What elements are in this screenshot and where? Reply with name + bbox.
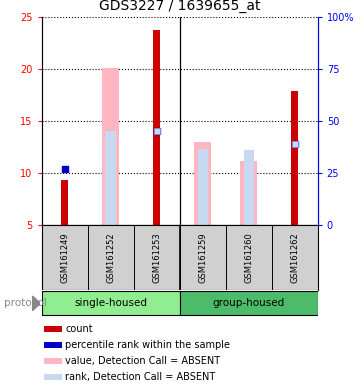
Text: GSM161249: GSM161249 bbox=[60, 232, 69, 283]
Text: percentile rank within the sample: percentile rank within the sample bbox=[65, 340, 230, 350]
Text: single-housed: single-housed bbox=[74, 298, 147, 308]
Bar bbox=[240, 161, 257, 225]
Text: GSM161253: GSM161253 bbox=[152, 232, 161, 283]
FancyBboxPatch shape bbox=[42, 291, 180, 316]
FancyBboxPatch shape bbox=[180, 291, 318, 316]
Bar bbox=[44, 358, 62, 364]
Bar bbox=[291, 91, 298, 225]
Text: protocol: protocol bbox=[4, 298, 46, 308]
Bar bbox=[105, 131, 116, 225]
Polygon shape bbox=[32, 296, 40, 311]
Text: rank, Detection Call = ABSENT: rank, Detection Call = ABSENT bbox=[65, 372, 216, 382]
Bar bbox=[197, 149, 208, 225]
Text: count: count bbox=[65, 324, 93, 334]
Text: GSM161259: GSM161259 bbox=[198, 232, 207, 283]
Bar bbox=[153, 30, 160, 225]
Bar bbox=[244, 150, 254, 225]
Bar bbox=[44, 374, 62, 380]
Title: GDS3227 / 1639655_at: GDS3227 / 1639655_at bbox=[99, 0, 260, 13]
Text: GSM161262: GSM161262 bbox=[290, 232, 299, 283]
Bar bbox=[102, 68, 119, 225]
Text: GSM161252: GSM161252 bbox=[106, 232, 115, 283]
Bar bbox=[44, 326, 62, 332]
Bar bbox=[61, 180, 68, 225]
Bar bbox=[194, 142, 211, 225]
Text: GSM161260: GSM161260 bbox=[244, 232, 253, 283]
Text: value, Detection Call = ABSENT: value, Detection Call = ABSENT bbox=[65, 356, 221, 366]
Bar bbox=[44, 342, 62, 348]
Text: group-housed: group-housed bbox=[213, 298, 285, 308]
